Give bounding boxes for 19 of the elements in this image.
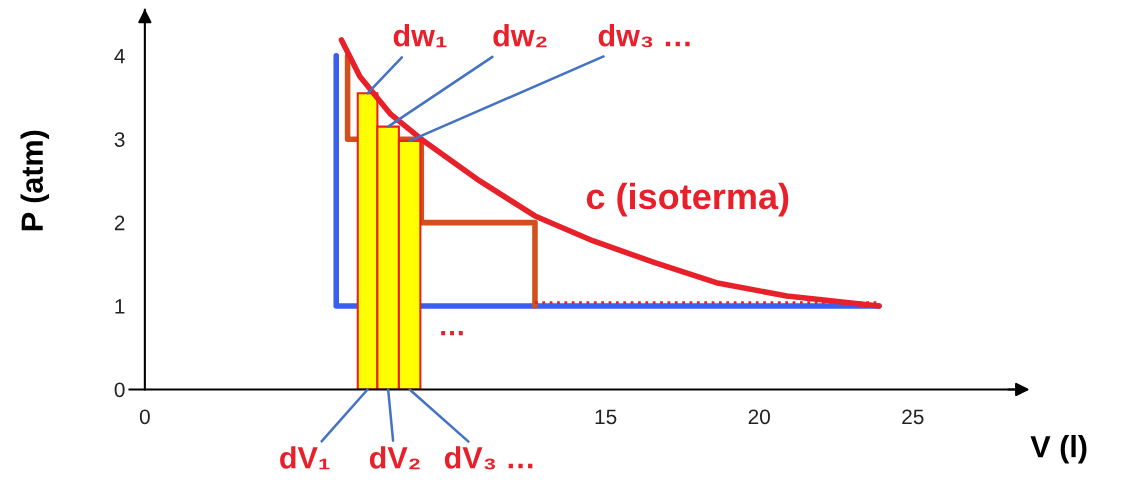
y-tick-label: 3 bbox=[114, 132, 125, 147]
annotation: dV₃ … bbox=[444, 446, 533, 470]
y-axis-title: P (atm) bbox=[20, 130, 50, 231]
x-tick-label: 15 bbox=[595, 409, 617, 425]
annotation: dw₃ … bbox=[598, 24, 690, 48]
y-tick-label: 2 bbox=[114, 215, 125, 231]
y-tick-label: 4 bbox=[114, 48, 125, 64]
x-tick-label: 0 bbox=[139, 409, 150, 425]
annotation: dw₁ bbox=[393, 24, 447, 48]
y-tick-label: 1 bbox=[115, 299, 125, 314]
annotation: dw₂ bbox=[493, 24, 547, 48]
x-tick-label: 20 bbox=[748, 409, 770, 425]
annotation: dV₁ bbox=[280, 446, 330, 470]
annotation: … bbox=[441, 331, 463, 336]
x-tick-label: 25 bbox=[902, 409, 924, 425]
series-label: c (isoterma) bbox=[586, 182, 789, 217]
x-axis-title: V (l) bbox=[1030, 435, 1087, 464]
y-tick-label: 0 bbox=[114, 382, 125, 398]
annotation: dV₂ bbox=[369, 446, 420, 470]
